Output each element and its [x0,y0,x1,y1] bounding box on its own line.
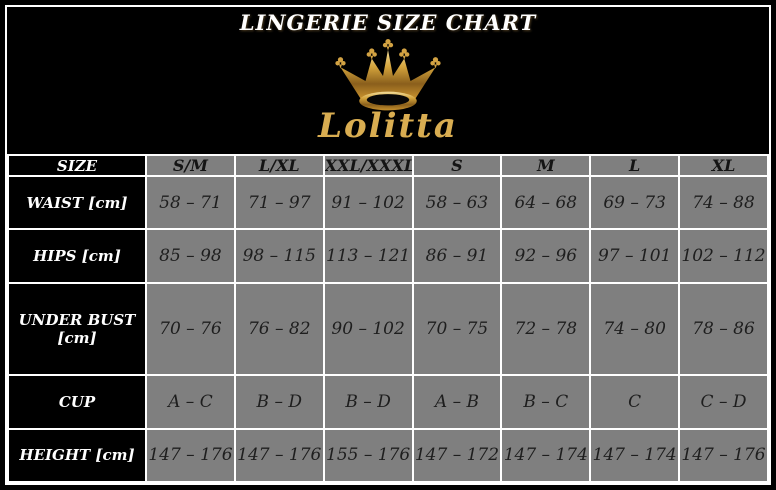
corner-cell: SIZE [7,154,147,177]
crown-icon [335,39,441,111]
size-value-cell: 58 – 71 [145,174,236,231]
size-value-cell: 91 – 102 [322,174,414,231]
size-value-cell: 97 – 101 [589,228,681,284]
chart-frame: LINGERIE SIZE CHART [5,5,771,485]
size-value-cell: 98 – 115 [233,228,325,284]
size-value-cell: 74 – 88 [678,174,769,231]
size-value-cell: 70 – 75 [411,281,503,377]
size-value-cell: 102 – 112 [678,228,769,284]
size-value-cell: 147 – 174 [589,427,681,484]
size-value-cell: 90 – 102 [322,281,414,377]
size-value-cell: 78 – 86 [678,281,769,377]
brand-logo [7,36,769,116]
column-header: L/XL [233,154,325,177]
size-value-cell: B – D [322,374,414,430]
size-value-cell: 155 – 176 [322,427,414,484]
row-label: HIPS [cm] [7,228,147,284]
size-value-cell: C [589,374,681,430]
size-value-cell: 147 – 176 [145,427,236,484]
brand-header: LINGERIE SIZE CHART [7,7,769,154]
size-value-cell: 86 – 91 [411,228,503,284]
column-header: S/M [145,154,236,177]
size-value-cell: B – C [500,374,592,430]
size-chart-table: SIZE S/M L/XL XXL/XXXL S M L XL WAIST [cm] 58 –… [7,154,769,484]
column-header: XXL/XXXL [322,154,414,177]
size-value-cell: A – C [145,374,236,430]
size-value-cell: 92 – 96 [500,228,592,284]
brand-name: Lolitta [318,106,458,146]
size-value-cell: 74 – 80 [589,281,681,377]
size-value-cell: C – D [678,374,769,430]
size-value-cell: 72 – 78 [500,281,592,377]
size-value-cell: 71 – 97 [233,174,325,231]
size-value-cell: 113 – 121 [322,228,414,284]
table-row: HEIGHT [cm] 147 – 176 147 – 176 155 – 176 14… [7,427,769,484]
table-row: UNDER BUST [cm] 70 – 76 76 – 82 90 – 102 70 … [7,281,769,377]
table-body: WAIST [cm] 58 – 71 71 – 97 91 – 102 58 – 63 6… [7,174,769,484]
page-title: LINGERIE SIZE CHART [239,10,537,35]
column-header: S [411,154,503,177]
table-row: HIPS [cm] 85 – 98 98 – 115 113 – 121 86 – 91… [7,228,769,284]
size-value-cell: 70 – 76 [145,281,236,377]
size-value-cell: 85 – 98 [145,228,236,284]
size-value-cell: 147 – 176 [233,427,325,484]
row-label: WAIST [cm] [7,174,147,231]
size-value-cell: 76 – 82 [233,281,325,377]
row-label: HEIGHT [cm] [7,427,147,484]
size-value-cell: 147 – 174 [500,427,592,484]
column-header: M [500,154,592,177]
row-label: CUP [7,374,147,430]
size-value-cell: 69 – 73 [589,174,681,231]
header-row: SIZE S/M L/XL XXL/XXXL S M L XL [7,154,769,177]
size-value-cell: B – D [233,374,325,430]
size-value-cell: 147 – 172 [411,427,503,484]
row-label: UNDER BUST [cm] [7,281,147,377]
size-value-cell: 58 – 63 [411,174,503,231]
size-value-cell: A – B [411,374,503,430]
column-header: XL [678,154,769,177]
size-value-cell: 147 – 176 [678,427,769,484]
table-row: WAIST [cm] 58 – 71 71 – 97 91 – 102 58 – 63 6… [7,174,769,231]
column-header: L [589,154,681,177]
size-value-cell: 64 – 68 [500,174,592,231]
